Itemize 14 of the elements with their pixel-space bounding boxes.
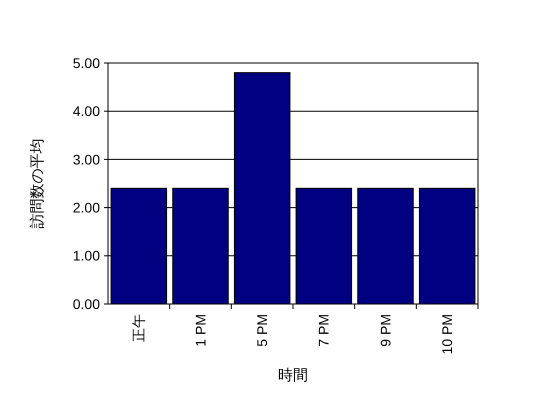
y-tick-label: 2.00 — [72, 200, 100, 216]
y-tick-label: 5.00 — [72, 54, 100, 71]
x-tick-label: 10 PM — [439, 314, 456, 354]
x-tick-label: 1 PM — [192, 314, 208, 347]
x-axis-title: 時間 — [278, 367, 308, 384]
y-tick-label: 3.00 — [72, 151, 100, 168]
y-tick-label: 1.00 — [72, 248, 100, 264]
y-axis-title: 訪問数の平均 — [29, 138, 46, 228]
x-tick-label: 7 PM — [316, 314, 332, 347]
x-tick-label: 5 PM — [254, 314, 270, 347]
y-tick-label: 4.00 — [72, 103, 100, 120]
y-tick-label: 0.00 — [72, 296, 100, 312]
x-tick-label: 9 PM — [377, 314, 394, 347]
x-tick-label: 正午 — [130, 314, 147, 342]
